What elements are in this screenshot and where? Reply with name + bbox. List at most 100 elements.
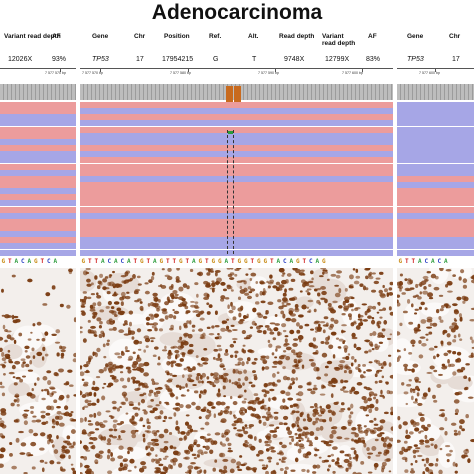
header-variant-read-depth: Variant read depth: [322, 33, 356, 47]
read-row: [0, 132, 76, 139]
read-row: [80, 145, 393, 152]
read-row: [0, 200, 76, 207]
header-variant-read-depth: Variant read depth: [4, 33, 61, 40]
value-variant-read-depth: 12799X: [325, 56, 350, 63]
value-position: 17954215: [162, 56, 194, 63]
header-ref: Ref.: [209, 33, 222, 40]
sequence-base: A: [152, 258, 157, 265]
ruler-label: 7 577 570 bp: [45, 71, 66, 75]
read-row: [0, 243, 76, 250]
ihc-tissue: [0, 268, 76, 474]
sequence-base: C: [308, 258, 313, 265]
read-row: [80, 188, 393, 195]
sequence-base: G: [81, 258, 86, 265]
read-row: [397, 188, 474, 195]
sequence-base: A: [224, 258, 229, 265]
sequence-base: G: [263, 258, 268, 265]
sequence-base: C: [120, 258, 125, 265]
header-af: AF: [52, 33, 61, 40]
read-row: [80, 181, 393, 188]
read-row: [397, 151, 474, 158]
read-row: [80, 108, 393, 115]
header-alt: Alt.: [248, 33, 259, 40]
read-row: [0, 231, 76, 238]
read-row: [80, 237, 393, 244]
read-row: [0, 249, 76, 256]
read-row: [80, 218, 393, 225]
coverage-track: [397, 84, 474, 100]
read-row: [397, 212, 474, 219]
variant-position-guide: [227, 130, 234, 254]
sequence-base: A: [191, 258, 196, 265]
value-af: 93%: [52, 56, 67, 63]
ihc-image-middle: [80, 268, 393, 474]
sequence-base: C: [282, 258, 287, 265]
header-gene: Gene: [92, 33, 109, 40]
sequence-base: T: [146, 258, 151, 265]
sequence-base: A: [100, 258, 105, 265]
value-chr: 17: [136, 56, 144, 63]
sequence-base: G: [217, 258, 222, 265]
header-chr: Chr: [134, 33, 146, 40]
read-row: [0, 218, 76, 225]
read-row: [0, 145, 76, 152]
read-row: [0, 114, 76, 121]
sequence-base: T: [7, 258, 12, 265]
read-row: [397, 225, 474, 231]
igv-panel-left: Variant read depth AF 12026X 93% 7 577 5…: [0, 28, 76, 268]
sequence-base: T: [165, 258, 170, 265]
read-row: [397, 102, 474, 108]
read-row: [0, 188, 76, 195]
read-row: [397, 138, 474, 145]
sequence-base: G: [237, 258, 242, 265]
read-row: [80, 200, 393, 207]
read-row: [80, 175, 393, 182]
ruler-label: 7 577 600 bp: [342, 71, 363, 75]
sequence-base: A: [27, 258, 32, 265]
read-row: [0, 151, 76, 158]
value-read-depth: 9748X: [284, 56, 305, 63]
read-row: [0, 126, 76, 133]
sequence-base: T: [250, 258, 255, 265]
ihc-tissue: [397, 268, 474, 474]
read-row: [80, 102, 393, 108]
sequence-base: T: [94, 258, 99, 265]
read-row: [0, 237, 76, 244]
sequence-base: G: [159, 258, 164, 265]
read-row: [0, 102, 76, 108]
ihc-image-left: [0, 268, 76, 474]
read-row: [397, 126, 474, 133]
sequence-base: A: [113, 258, 118, 265]
sequence-base: A: [315, 258, 320, 265]
sequence-base: G: [198, 258, 203, 265]
read-row: [80, 225, 393, 231]
sequence-base: A: [430, 258, 435, 265]
ruler-label: 7 577 580 bp: [170, 71, 191, 75]
sequence-base: A: [53, 258, 58, 265]
sequence-base: T: [230, 258, 235, 265]
read-row: [80, 120, 393, 127]
sequence-base: C: [107, 258, 112, 265]
read-row: [397, 218, 474, 225]
sequence-base: G: [139, 258, 144, 265]
read-row: [0, 206, 76, 213]
read-row: [80, 206, 393, 213]
genome-ruler: 7 577 570 bp 7 577 580 bp 7 577 590 bp 7…: [80, 68, 393, 83]
variant-base-mark: [228, 131, 233, 134]
read-row: [0, 225, 76, 231]
read-row: [0, 169, 76, 176]
sequence-base: T: [185, 258, 190, 265]
read-row: [0, 175, 76, 182]
read-row: [397, 114, 474, 121]
read-row: [397, 243, 474, 250]
read-row: [397, 206, 474, 213]
read-row: [397, 108, 474, 115]
read-row: [397, 194, 474, 201]
header-gene: Gene: [407, 33, 424, 40]
read-row: [0, 194, 76, 201]
read-row: [80, 212, 393, 219]
variant-coverage-marker: [226, 86, 242, 102]
header-af: AF: [368, 33, 377, 40]
